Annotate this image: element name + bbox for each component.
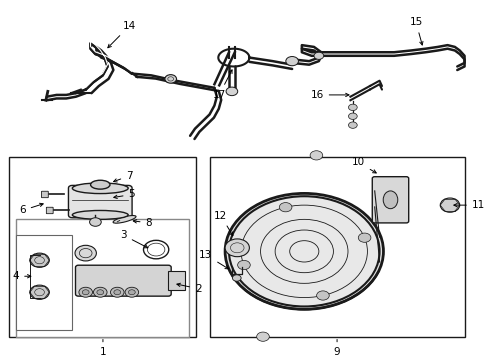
Circle shape (75, 245, 96, 261)
Circle shape (93, 287, 107, 297)
Ellipse shape (383, 191, 397, 209)
Text: 12: 12 (214, 211, 232, 235)
Circle shape (348, 104, 357, 111)
Text: 5: 5 (114, 189, 135, 199)
Circle shape (316, 291, 328, 300)
Circle shape (82, 290, 89, 295)
Circle shape (313, 52, 323, 59)
Text: 6: 6 (19, 203, 43, 216)
Circle shape (348, 113, 357, 120)
FancyBboxPatch shape (41, 191, 48, 198)
Circle shape (237, 260, 250, 270)
Circle shape (97, 290, 103, 295)
Circle shape (285, 57, 298, 66)
FancyBboxPatch shape (371, 177, 408, 223)
Ellipse shape (113, 216, 136, 223)
Bar (168, 271, 185, 291)
Text: 11: 11 (453, 200, 484, 210)
Text: 14: 14 (108, 21, 136, 48)
Circle shape (79, 287, 92, 297)
FancyBboxPatch shape (68, 185, 132, 218)
Bar (209, 157, 464, 337)
Circle shape (225, 87, 237, 96)
Circle shape (228, 196, 379, 306)
Bar (9, 157, 196, 337)
Text: 9: 9 (333, 339, 340, 357)
Text: 13: 13 (199, 250, 228, 269)
Text: 16: 16 (310, 90, 348, 100)
Circle shape (114, 290, 121, 295)
Circle shape (439, 198, 459, 212)
Circle shape (164, 75, 176, 83)
Text: 15: 15 (408, 17, 422, 45)
Text: 3: 3 (120, 230, 147, 248)
FancyBboxPatch shape (75, 265, 171, 296)
Circle shape (30, 253, 49, 267)
Text: 1: 1 (100, 339, 106, 357)
Circle shape (110, 287, 124, 297)
Circle shape (358, 233, 370, 242)
Circle shape (224, 239, 249, 257)
Text: 2: 2 (177, 283, 201, 294)
Circle shape (279, 203, 291, 212)
Ellipse shape (72, 211, 128, 219)
Circle shape (125, 287, 139, 297)
Bar (16, 235, 72, 329)
Ellipse shape (90, 180, 110, 189)
Circle shape (224, 193, 383, 309)
Circle shape (309, 151, 322, 160)
Bar (16, 219, 188, 337)
Circle shape (30, 285, 49, 300)
Circle shape (89, 218, 101, 226)
Circle shape (232, 275, 241, 281)
Ellipse shape (72, 183, 128, 194)
FancyBboxPatch shape (46, 207, 53, 214)
Text: 7: 7 (113, 171, 132, 182)
Circle shape (256, 332, 269, 341)
Circle shape (128, 290, 135, 295)
Circle shape (348, 122, 357, 128)
Text: 4: 4 (13, 271, 31, 281)
Text: 17: 17 (212, 70, 232, 100)
Text: 10: 10 (351, 157, 375, 173)
Text: 8: 8 (133, 218, 152, 228)
